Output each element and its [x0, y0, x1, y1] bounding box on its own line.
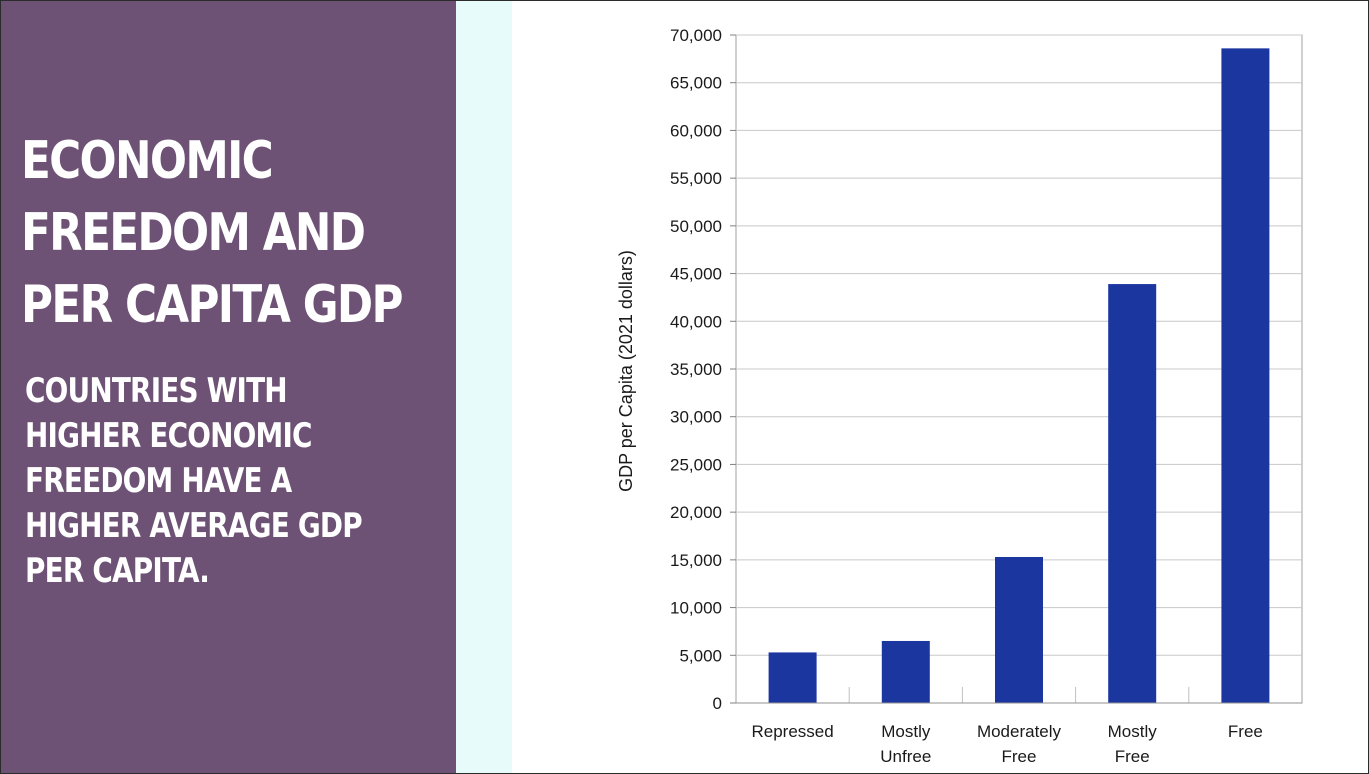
y-tick-label: 0 — [713, 694, 722, 713]
x-tick-label: Mostly — [881, 722, 931, 741]
slide-subtitle-line: FREEDOM HAVE A — [25, 461, 292, 501]
slide-title-line: PER CAPITA GDP — [21, 275, 404, 335]
x-tick-label: Repressed — [751, 722, 833, 741]
y-axis-label: GDP per Capita (2021 dollars) — [616, 250, 636, 492]
x-tick-label: Unfree — [880, 747, 931, 766]
x-tick-label: Free — [1002, 747, 1037, 766]
x-tick-label: Free — [1228, 722, 1263, 741]
slide-subtitle-line: HIGHER ECONOMIC — [25, 416, 312, 456]
y-tick-label: 15,000 — [670, 551, 722, 570]
y-tick-label: 5,000 — [679, 646, 722, 665]
y-tick-label: 50,000 — [670, 217, 722, 236]
y-tick-label: 30,000 — [670, 408, 722, 427]
bar — [995, 556, 1043, 703]
bar — [881, 640, 930, 703]
y-tick-label: 55,000 — [670, 169, 722, 188]
y-tick-label: 45,000 — [670, 265, 722, 284]
y-tick-label: 20,000 — [670, 503, 722, 522]
y-tick-label: 65,000 — [670, 74, 722, 93]
y-tick-label: 35,000 — [670, 360, 722, 379]
slide-title: ECONOMIC FREEDOM AND PER CAPITA GDP — [21, 125, 404, 341]
x-tick-label: Mostly — [1108, 722, 1158, 741]
bar — [1108, 284, 1157, 703]
chart-canvas: 0 5,000 10,000 15,000 20,000 25,000 30,000 35,0… — [616, 26, 1303, 766]
slide-title-line: FREEDOM AND — [21, 203, 366, 263]
slide-subtitle-line: HIGHER AVERAGE GDP — [25, 506, 363, 546]
x-tick-label: Free — [1115, 747, 1150, 766]
bar — [1221, 48, 1270, 704]
accent-strip — [456, 1, 512, 773]
x-tick-label: Moderately — [977, 722, 1062, 741]
y-tick-label: 40,000 — [670, 312, 722, 331]
y-tick-label: 70,000 — [670, 26, 722, 45]
slide-subtitle-line: COUNTRIES WITH — [25, 371, 288, 411]
slide-subtitle-line: PER CAPITA. — [25, 551, 210, 591]
title-panel: ECONOMIC FREEDOM AND PER CAPITA GDP COUN… — [1, 1, 456, 773]
bar — [768, 652, 817, 703]
y-tick-label: 60,000 — [670, 121, 722, 140]
gdp-bar-chart: 0 5,000 10,000 15,000 20,000 25,000 30,000 35,0… — [512, 1, 1368, 773]
y-tick-label: 25,000 — [670, 455, 722, 474]
slide-title-line: ECONOMIC — [21, 131, 274, 191]
slide-subtitle: COUNTRIES WITH HIGHER ECONOMIC FREEDOM H… — [25, 369, 369, 594]
y-tick-label: 10,000 — [670, 599, 722, 618]
